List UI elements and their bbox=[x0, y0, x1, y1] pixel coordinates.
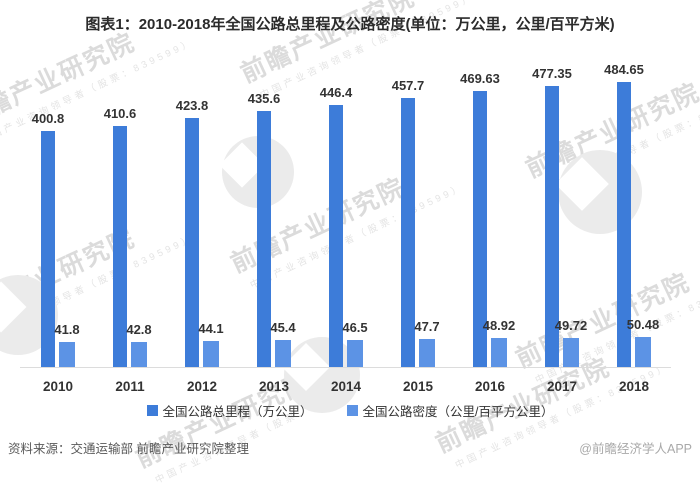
value-label-density-2012: 44.1 bbox=[198, 321, 224, 336]
chart-title: 图表1：2010-2018年全国公路总里程及公路密度(单位：万公里，公里/百平方… bbox=[85, 16, 615, 33]
bar-density-2013 bbox=[275, 340, 291, 367]
bar-total-mileage-2016 bbox=[473, 91, 487, 367]
bar-total-mileage-2014 bbox=[329, 105, 343, 367]
bar-density-2017 bbox=[563, 338, 579, 367]
bar-density-2015 bbox=[419, 339, 435, 367]
bar-total-mileage-2011 bbox=[113, 126, 127, 367]
legend-item-density[interactable]: 全国公路密度（公里/百平方公里） bbox=[346, 401, 554, 420]
value-label-total-mileage-2013: 435.6 bbox=[247, 91, 281, 106]
value-label-total-mileage-2011: 410.6 bbox=[103, 106, 137, 121]
bar-density-2016 bbox=[491, 338, 507, 367]
value-label-total-mileage-2017: 477.35 bbox=[532, 66, 572, 81]
value-label-total-mileage-2015: 457.7 bbox=[391, 78, 425, 93]
x-axis-label-2017: 2017 bbox=[546, 379, 578, 394]
value-label-density-2011: 42.8 bbox=[126, 322, 152, 337]
legend-item-total-mileage[interactable]: 全国公路总里程（万公里） bbox=[146, 401, 313, 420]
value-label-total-mileage-2018: 484.65 bbox=[604, 62, 644, 77]
bar-total-mileage-2015 bbox=[401, 98, 415, 367]
x-axis-label-2014: 2014 bbox=[330, 379, 362, 394]
credit-note: @前瞻经济学人APP bbox=[579, 442, 692, 456]
legend-swatch-density-icon bbox=[346, 405, 358, 416]
x-axis-label-2016: 2016 bbox=[474, 379, 506, 394]
bar-density-2010 bbox=[59, 342, 75, 367]
x-axis-label-2011: 2011 bbox=[115, 379, 145, 394]
bar-density-2018 bbox=[635, 337, 651, 367]
bar-density-2012 bbox=[203, 341, 219, 367]
x-axis-label-2018: 2018 bbox=[618, 379, 650, 394]
bar-density-2014 bbox=[347, 340, 363, 367]
legend-label-density: 全国公路密度（公里/百平方公里） bbox=[362, 405, 554, 419]
value-label-total-mileage-2014: 446.4 bbox=[319, 85, 353, 100]
x-axis-label-2015: 2015 bbox=[402, 379, 434, 394]
value-label-density-2014: 46.5 bbox=[342, 320, 368, 335]
value-label-total-mileage-2012: 423.8 bbox=[175, 98, 209, 113]
x-axis-label-2013: 2013 bbox=[258, 379, 290, 394]
value-label-density-2016: 48.92 bbox=[482, 318, 516, 333]
plot-area: 400.8 41.8 2010 410.6 42.8 2011 423.8 44.1 2012 4… bbox=[31, 62, 660, 394]
legend-swatch-total-mileage-icon bbox=[146, 405, 158, 416]
bar-density-2011 bbox=[131, 342, 147, 367]
bar-total-mileage-2012 bbox=[185, 118, 199, 367]
value-label-density-2010: 41.8 bbox=[54, 322, 80, 337]
value-label-density-2017: 49.72 bbox=[554, 318, 588, 333]
value-label-density-2015: 47.7 bbox=[414, 319, 440, 334]
value-label-total-mileage-2016: 469.63 bbox=[460, 71, 500, 86]
source-note: 资料来源：交通运输部 前瞻产业研究院整理 bbox=[8, 442, 249, 456]
legend-label-total-mileage: 全国公路总里程（万公里） bbox=[162, 405, 313, 419]
x-axis-label-2012: 2012 bbox=[186, 379, 218, 394]
bar-total-mileage-2017 bbox=[545, 86, 559, 367]
value-label-density-2013: 45.4 bbox=[270, 320, 296, 335]
value-label-density-2018: 50.48 bbox=[626, 317, 660, 332]
footer: 资料来源：交通运输部 前瞻产业研究院整理 @前瞻经济学人APP bbox=[8, 438, 692, 457]
legend: 全国公路总里程（万公里） 全国公路密度（公里/百平方公里） bbox=[0, 401, 700, 420]
x-axis-label-2010: 2010 bbox=[42, 379, 74, 394]
value-label-total-mileage-2010: 400.8 bbox=[31, 111, 65, 126]
